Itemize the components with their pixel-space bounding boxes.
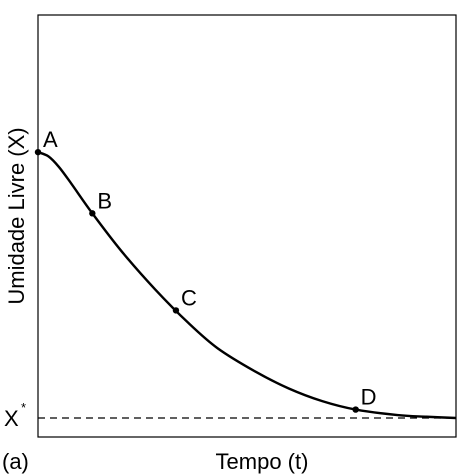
equilibrium-label: X: [4, 406, 19, 431]
curve-point-label-c: C: [181, 285, 197, 310]
curve-point-d: [352, 406, 359, 413]
curve-point-c: [172, 307, 180, 314]
curve-point-label-d: D: [361, 385, 377, 410]
equilibrium-superscript: *: [21, 400, 26, 415]
y-axis-label: Umidade Livre (X): [4, 127, 29, 304]
x-axis-label: Tempo (t): [216, 449, 309, 474]
curve-point-a: [34, 148, 42, 156]
drying-curve: [37, 151, 457, 420]
curve-point-label-b: B: [97, 188, 112, 213]
panel-label: (a): [2, 449, 29, 474]
curve-points: A B C D: [34, 127, 377, 413]
plot-frame: [37, 14, 457, 438]
curve-point-b: [89, 210, 96, 217]
curve-point-label-a: A: [43, 127, 58, 152]
